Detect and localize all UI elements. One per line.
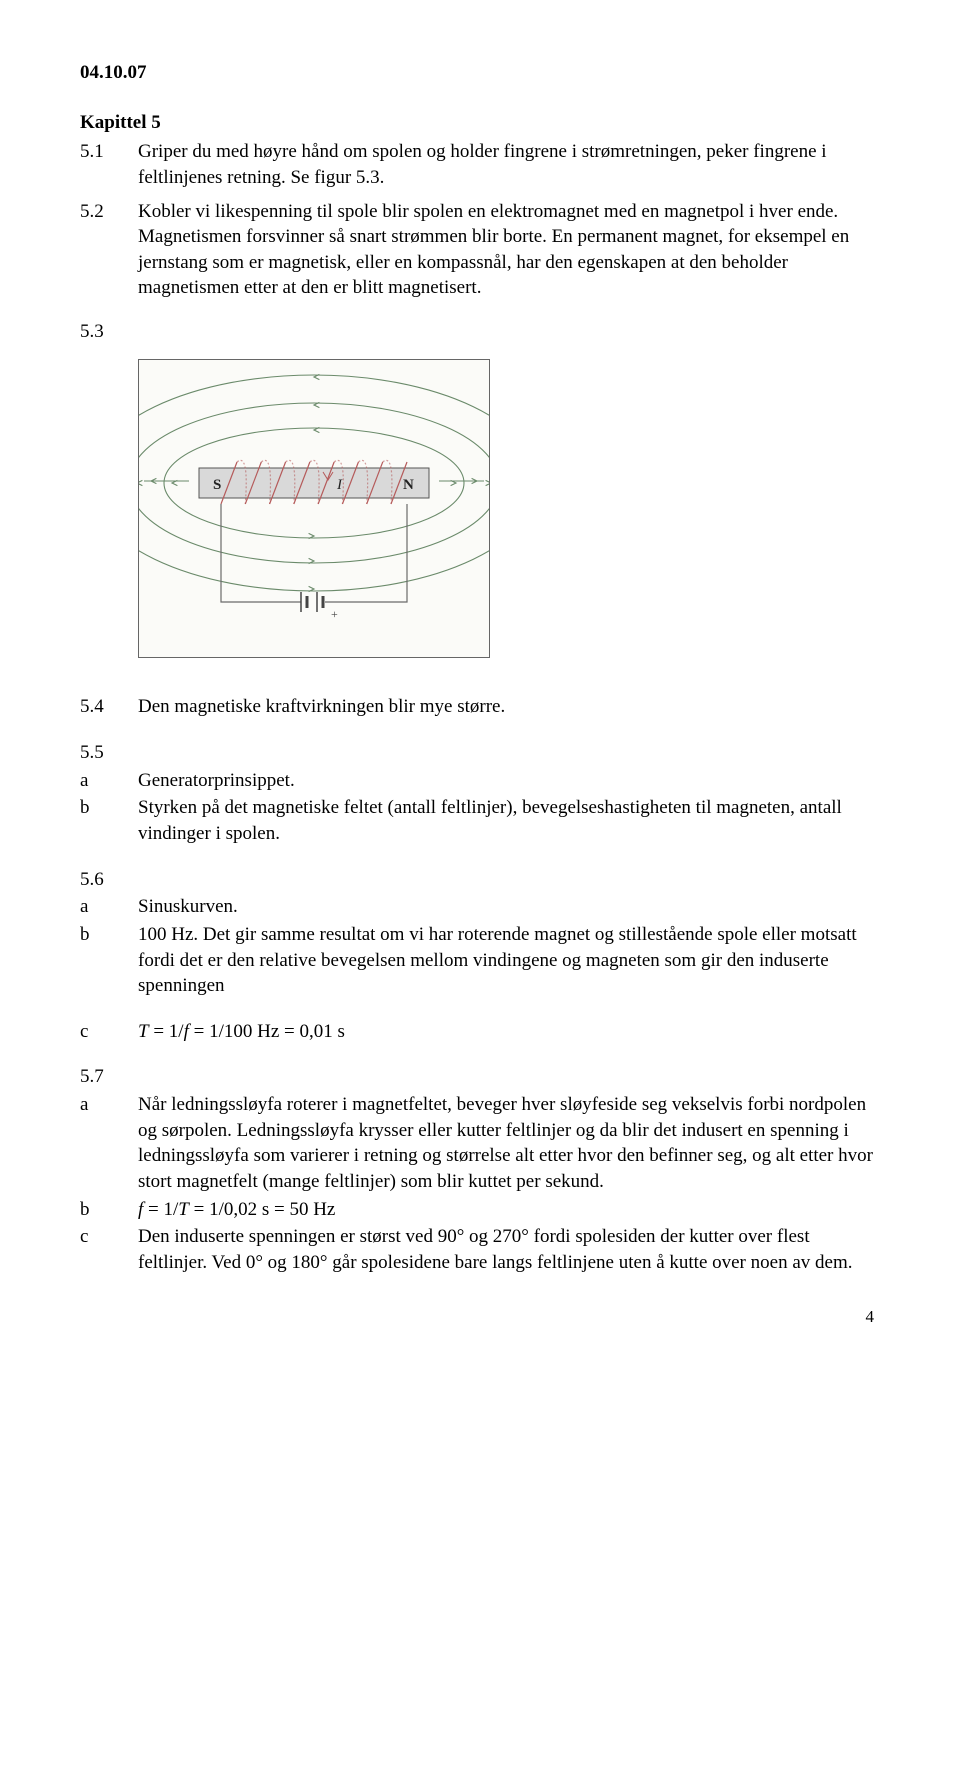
question-5-5-header: 5.5 xyxy=(80,740,880,766)
question-5-1: 5.1 Griper du med høyre hånd om spolen o… xyxy=(80,139,880,190)
part-label: a xyxy=(80,1092,138,1195)
question-5-7-header: 5.7 xyxy=(80,1064,880,1090)
formula-var-T: T xyxy=(178,1199,189,1220)
part-label: b xyxy=(80,795,138,846)
answer-text: Sinuskurven. xyxy=(138,894,880,920)
formula-text: = 1/100 Hz = 0,01 s xyxy=(189,1021,345,1042)
formula-var-T: T xyxy=(138,1021,149,1042)
question-body: Den magnetiske kraftvirkningen blir mye … xyxy=(138,694,880,720)
answer-text: Generatorprinsippet. xyxy=(138,768,880,794)
question-5-6c: c T = 1/f = 1/100 Hz = 0,01 s xyxy=(80,1019,880,1045)
question-5-7a: a Når ledningssløyfa roterer i magnetfel… xyxy=(80,1092,880,1195)
svg-text:+: + xyxy=(331,607,338,621)
question-body: Griper du med høyre hånd om spolen og ho… xyxy=(138,139,880,190)
svg-text:S: S xyxy=(213,477,221,493)
formula-text: = 1/ xyxy=(143,1199,178,1220)
question-5-7c: c Den induserte spenningen er størst ved… xyxy=(80,1224,880,1275)
question-5-6a: a Sinuskurven. xyxy=(80,894,880,920)
svg-text:I: I xyxy=(336,477,343,493)
question-number: 5.2 xyxy=(80,199,138,302)
question-5-6b: b 100 Hz. Det gir samme resultat om vi h… xyxy=(80,922,880,999)
document-date: 04.10.07 xyxy=(80,60,880,86)
question-5-3-number: 5.3 xyxy=(80,319,880,345)
question-5-4: 5.4 Den magnetiske kraftvirkningen blir … xyxy=(80,694,880,720)
figure-electromagnet: S I N + xyxy=(138,359,880,659)
question-body: Kobler vi likespenning til spole blir sp… xyxy=(138,199,880,302)
question-5-5b: b Styrken på det magnetiske feltet (anta… xyxy=(80,795,880,846)
part-label: a xyxy=(80,768,138,794)
part-label: c xyxy=(80,1224,138,1275)
question-5-7b: b f = 1/T = 1/0,02 s = 50 Hz xyxy=(80,1197,880,1223)
electromagnet-diagram: S I N + xyxy=(139,360,489,650)
answer-formula: f = 1/T = 1/0,02 s = 50 Hz xyxy=(138,1197,880,1223)
answer-text: Den induserte spenningen er størst ved 9… xyxy=(138,1224,880,1275)
part-label: b xyxy=(80,922,138,999)
chapter-title: Kapittel 5 xyxy=(80,110,880,136)
answer-formula: T = 1/f = 1/100 Hz = 0,01 s xyxy=(138,1019,880,1045)
formula-text: = 1/ xyxy=(149,1021,184,1042)
question-5-2: 5.2 Kobler vi likespenning til spole bli… xyxy=(80,199,880,302)
formula-text: = 1/0,02 s = 50 Hz xyxy=(189,1199,336,1220)
answer-text: Når ledningssløyfa roterer i magnetfelte… xyxy=(138,1092,880,1195)
answer-text: Styrken på det magnetiske feltet (antall… xyxy=(138,795,880,846)
part-label: c xyxy=(80,1019,138,1045)
part-label: a xyxy=(80,894,138,920)
question-number: 5.6 xyxy=(80,867,138,893)
page-number: 4 xyxy=(80,1306,880,1329)
question-number: 5.7 xyxy=(80,1064,138,1090)
question-5-5a: a Generatorprinsippet. xyxy=(80,768,880,794)
svg-text:N: N xyxy=(403,477,414,493)
question-number: 5.1 xyxy=(80,139,138,190)
question-number: 5.5 xyxy=(80,740,138,766)
answer-text: 100 Hz. Det gir samme resultat om vi har… xyxy=(138,922,880,999)
part-label: b xyxy=(80,1197,138,1223)
question-number: 5.4 xyxy=(80,694,138,720)
question-5-6-header: 5.6 xyxy=(80,867,880,893)
